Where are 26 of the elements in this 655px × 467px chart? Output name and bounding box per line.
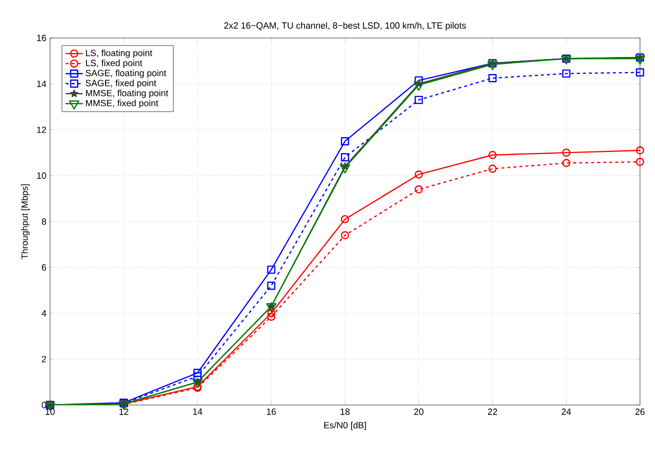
y-tick-label: 10 — [37, 172, 46, 179]
y-tick-label: 0 — [42, 402, 46, 408]
x-tick-label: 26 — [635, 408, 645, 415]
chart-title: 2x2 16−QAM, TU channel, 8−best LSD, 100 km/h, LTE pilots — [224, 22, 466, 30]
legend-label: LS, floating point — [86, 50, 152, 58]
legend-label: MMSE, floating point — [86, 90, 168, 98]
x-tick-label: 24 — [562, 408, 571, 415]
x-tick-label: 22 — [488, 408, 498, 415]
x-tick-label: 14 — [193, 408, 202, 415]
legend-label: SAGE, floating point — [86, 70, 166, 78]
x-tick-label: 18 — [340, 408, 350, 415]
y-tick-label: 2 — [42, 356, 46, 362]
x-tick-label: 12 — [119, 408, 128, 415]
x-axis-title: Es/N0 [dB] — [324, 422, 366, 430]
x-tick-label: 20 — [414, 408, 424, 415]
y-axis-title: Throughput [Mbps] — [21, 184, 30, 260]
y-tick-label: 14 — [37, 80, 46, 87]
y-tick-label: 8 — [42, 218, 46, 225]
legend-label: MMSE, fixed point — [86, 100, 158, 108]
legend-label: SAGE, fixed point — [86, 80, 156, 88]
legend-label: LS, fixed point — [86, 60, 142, 68]
y-tick-label: 6 — [42, 264, 46, 271]
y-tick-label: 16 — [37, 34, 46, 42]
y-tick-label: 12 — [37, 126, 46, 133]
y-tick-label: 4 — [42, 310, 46, 316]
x-tick-label: 16 — [266, 408, 276, 415]
